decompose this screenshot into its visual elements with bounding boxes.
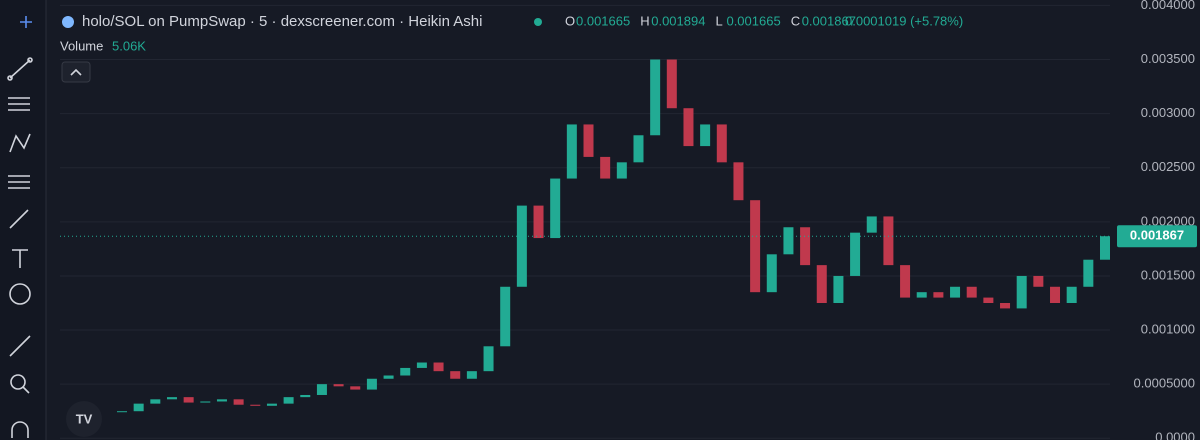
volume-label: Volume: [60, 38, 103, 53]
logo-text: TV: [76, 411, 93, 426]
ohlc-value: 0.001665: [576, 13, 630, 28]
candle: [650, 59, 661, 136]
candle: [816, 265, 827, 304]
toolbar-icons[interactable]: [7, 16, 33, 438]
candle: [466, 371, 477, 379]
candle: [1083, 259, 1094, 287]
candle: [266, 403, 277, 406]
candle: [316, 384, 327, 395]
candle: [933, 292, 944, 298]
candle: [550, 178, 561, 239]
candle: [783, 227, 794, 255]
volume-value: 5.06K: [112, 38, 146, 53]
candle: [800, 227, 811, 266]
candle: [1000, 303, 1011, 309]
candle: [700, 124, 711, 147]
candle: [183, 397, 194, 403]
status-dot: [534, 18, 542, 26]
candle: [150, 399, 161, 404]
y-tick-label: 0.001000: [1141, 321, 1195, 336]
ohlc-value: 0.001867: [802, 13, 856, 28]
chart-title: holo/SOL on PumpSwap · 5 · dexscreener.c…: [82, 13, 482, 30]
ohlc-key: L: [715, 13, 722, 28]
candle: [483, 346, 494, 372]
candle: [866, 216, 877, 233]
candle: [666, 59, 677, 109]
candle: [416, 362, 427, 368]
candle: [1100, 236, 1110, 260]
candle: [233, 399, 244, 405]
candle: [216, 399, 227, 402]
candle: [833, 275, 844, 304]
y-tick-label: 0.003000: [1141, 105, 1195, 120]
candle: [200, 401, 211, 403]
candle: [900, 265, 911, 298]
candle: [600, 156, 611, 179]
candle: [1033, 275, 1044, 287]
y-tick-label: 0.001500: [1141, 267, 1195, 282]
candle: [300, 394, 311, 398]
candle: [966, 286, 977, 298]
candle: [333, 384, 344, 387]
ohlc-value: 0.001894: [651, 13, 705, 28]
candle: [1016, 275, 1027, 309]
change: 0.0001019 (+5.78%): [845, 13, 963, 28]
toolbar: [0, 0, 46, 440]
candle: [366, 378, 377, 390]
y-tick-label: 0.003500: [1141, 51, 1195, 66]
ohlc-value: 0.001665: [726, 13, 780, 28]
ohlc-key: C: [791, 13, 800, 28]
candle: [400, 367, 411, 376]
candle: [750, 200, 761, 293]
candle: [350, 386, 361, 390]
y-tick-label: 0.002500: [1141, 159, 1195, 174]
candle: [983, 297, 994, 304]
candle: [433, 362, 444, 372]
candle: [633, 135, 644, 163]
y-tick-label: 0.0005000: [1134, 376, 1195, 391]
candle: [283, 397, 294, 404]
y-tick-label: 0.004000: [1141, 0, 1195, 12]
candle: [850, 232, 861, 276]
ohlc-key: H: [640, 13, 649, 28]
candle: [883, 216, 894, 266]
candle: [166, 397, 177, 400]
candle: [500, 286, 511, 347]
candle: [716, 124, 727, 163]
candle: [383, 375, 394, 379]
candle: [583, 124, 594, 157]
candle: [683, 108, 694, 147]
collapse-icon: [70, 68, 82, 76]
collapse-button[interactable]: [61, 61, 91, 83]
candle: [1050, 286, 1061, 304]
pair-icon: [62, 16, 74, 28]
candle: [950, 286, 961, 298]
y-tick-label: 0.002000: [1141, 213, 1195, 228]
ohlc-key: O: [565, 13, 575, 28]
candle: [616, 162, 627, 179]
candle: [566, 124, 577, 179]
candle: [250, 404, 261, 406]
plot: [60, 4, 1110, 439]
candle: [766, 254, 777, 293]
candle: [117, 411, 127, 413]
candle: [733, 162, 744, 201]
candle: [916, 292, 927, 298]
candle: [516, 205, 527, 287]
logo: [66, 401, 102, 437]
last-price-box: [1117, 225, 1197, 248]
candle: [133, 403, 144, 412]
y-tick-label: 0.0000: [1155, 430, 1195, 440]
last-price-label: 0.001867: [1130, 228, 1184, 243]
candle: [533, 205, 544, 239]
candle: [450, 371, 461, 379]
candle: [1066, 286, 1077, 304]
